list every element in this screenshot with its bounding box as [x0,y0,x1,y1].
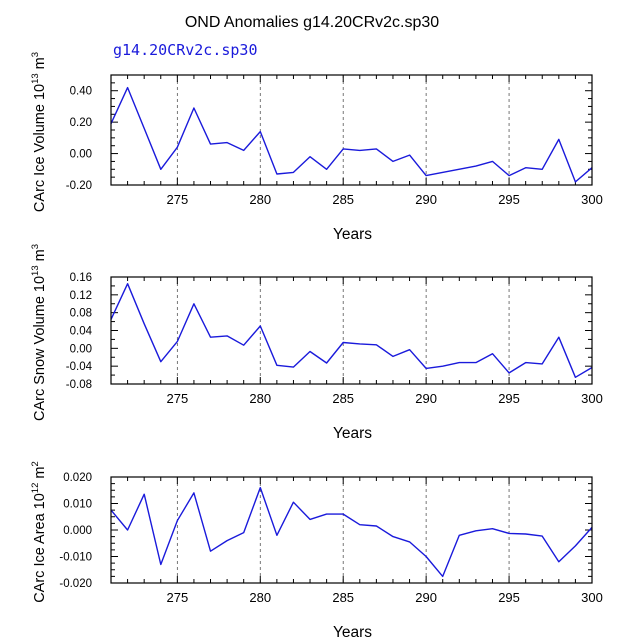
x-tick-label: 280 [249,391,271,406]
y-axis-label-part: 13 [30,73,41,84]
y-tick-label: 0.12 [70,290,92,302]
plot-frame [110,74,593,186]
y-axis-label-part: CArc Snow Volume 10 [32,276,48,421]
x-tick-label: 290 [415,391,437,406]
y-tick-label: 0.04 [70,326,93,338]
x-tick-label: 275 [166,391,188,406]
y-axis-label-part: 3 [30,244,41,249]
series-line [110,486,593,578]
y-tick-label: -0.04 [66,361,93,373]
x-tick-label: 290 [415,590,437,605]
series-line [110,86,593,183]
y-tick-label: -0.020 [59,578,92,590]
x-tick-label: 295 [498,590,520,605]
x-tick-label: 300 [581,391,603,406]
plot-frame [110,276,593,385]
y-axis-label-part: CArc Ice Volume 10 [32,84,48,212]
snow-volume-panel: 275 280 285 290 295 300 -0.08 -0.04 0.00 0.04 0.08… [30,244,603,442]
y-tick-label: 0.020 [63,472,92,484]
y-axis-label-part: 12 [30,483,41,494]
y-tick-label: -0.20 [66,180,92,192]
y-tick-label: 0.40 [70,86,92,98]
x-tick-label: 295 [498,391,520,406]
y-axis-label-part: CArc Ice Area 10 [32,493,48,603]
x-tick-label: 280 [249,590,271,605]
y-tick-label: 0.000 [63,525,92,537]
x-tick-label: 295 [498,192,520,207]
series-line [110,283,593,378]
plot-frame [110,476,593,584]
x-tick-label: 285 [332,590,354,605]
x-tick-label: 300 [581,590,603,605]
y-tick-label: -0.08 [66,379,92,391]
x-tick-label: 300 [581,192,603,207]
ice-area-panel: 275 280 285 290 295 300 -0.020 -0.010 0.000 0.010… [30,461,603,638]
x-tick-label: 290 [415,192,437,207]
y-axis-label: CArc Ice Area 1012 m2 [30,461,48,603]
y-tick-label: -0.010 [59,552,92,564]
x-axis-label: Years [333,226,372,243]
y-axis-label-part: 13 [30,265,41,276]
y-axis-label-part: m [32,57,48,73]
y-axis-label-part: 2 [30,461,41,466]
y-tick-label: 0.16 [70,272,92,284]
x-tick-label: 285 [332,391,354,406]
x-tick-label: 285 [332,192,354,207]
x-axis-label: Years [333,425,372,442]
y-tick-label: 0.010 [63,499,92,511]
y-tick-label: 0.00 [70,343,92,355]
y-axis-label: CArc Ice Volume 1013 m3 [30,52,48,212]
figure-title: OND Anomalies g14.20CRv2c.sp30 [185,14,439,31]
y-tick-label: 0.00 [70,149,92,161]
y-axis-label: CArc Snow Volume 1013 m3 [30,244,48,421]
y-tick-label: 0.08 [70,308,92,320]
y-axis-label-part: m [32,467,48,483]
run-label: g14.20CRv2c.sp30 [113,41,258,59]
x-tick-label: 280 [249,192,271,207]
y-axis-label-part: m [32,249,48,265]
ice-volume-panel: 275 280 285 290 295 300 -0.20 0.00 0.20 0.40 Years… [30,52,603,243]
x-tick-label: 275 [166,590,188,605]
y-axis-label-part: 3 [30,52,41,57]
y-tick-label: 0.20 [70,117,92,129]
x-tick-label: 275 [166,192,188,207]
x-axis-label: Years [333,624,372,638]
